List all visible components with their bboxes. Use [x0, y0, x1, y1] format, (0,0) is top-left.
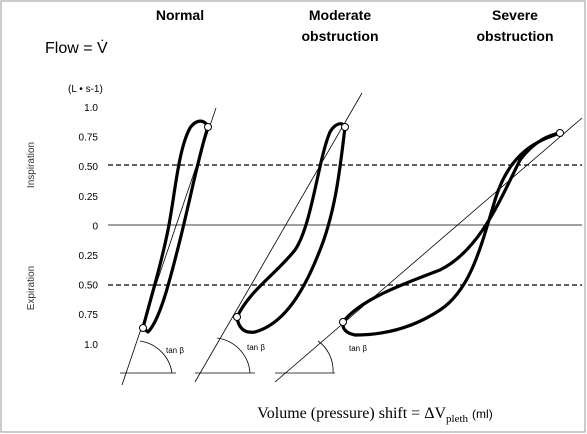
y-tick-label: 0.50	[79, 162, 99, 173]
point	[204, 123, 212, 131]
y-tick-label: 0.25	[79, 192, 99, 203]
header: Moderate	[309, 7, 371, 23]
y-tick-label: 0.75	[79, 133, 99, 144]
y-tick-label: 1.0	[84, 340, 98, 351]
y-tick-label: 0	[92, 221, 98, 232]
angle-arc	[216, 337, 251, 374]
expiration-label: Expiration	[26, 266, 37, 310]
point	[556, 129, 564, 137]
tangent	[274, 117, 583, 383]
angle-arc	[317, 340, 334, 374]
point	[339, 318, 347, 326]
unit-label: (L • s-1)	[68, 84, 103, 95]
angle-label: tan β	[349, 344, 367, 353]
tangent	[194, 92, 363, 383]
point	[233, 313, 241, 321]
angle-label: tan β	[247, 343, 265, 352]
angle-label: tan β	[166, 346, 184, 355]
y-tick-label: 0.25	[79, 251, 99, 262]
x-label-main: Volume (pressure) shift = ΔV	[257, 405, 446, 422]
header: obstruction	[477, 28, 554, 44]
header: Severe	[492, 7, 538, 23]
point	[139, 324, 147, 332]
x-label-sub: pleth	[446, 413, 468, 425]
loop	[141, 119, 210, 334]
point	[341, 123, 349, 131]
y-tick-label: 0.50	[79, 281, 99, 292]
flow-label: Flow = V̇	[45, 39, 108, 57]
header: obstruction	[302, 28, 379, 44]
inspiration-label: Inspiration	[26, 142, 37, 188]
loop	[235, 122, 347, 334]
loop	[341, 131, 562, 337]
y-tick-label: 0.75	[79, 310, 99, 321]
y-tick-label: 1.0	[84, 103, 98, 114]
header: Normal	[156, 7, 204, 23]
x-label: Volume (pressure) shift = ΔVpleth (ml)	[257, 405, 492, 425]
angle-arc	[139, 340, 173, 374]
x-label-unit: (ml)	[472, 407, 493, 421]
